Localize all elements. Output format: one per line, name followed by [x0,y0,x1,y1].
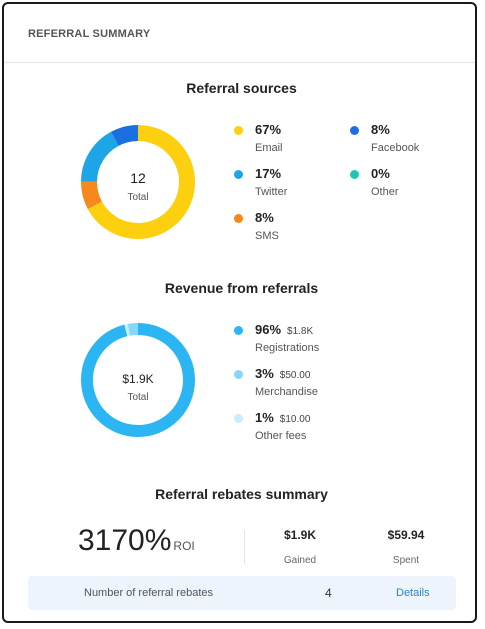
legend-pct-facebook: 8% [371,122,390,137]
stats-divider [244,530,245,564]
legend-label-registrations: Registrations [255,342,320,354]
revenue-center: $1.9K Total [80,372,196,403]
sources-slice-facebook [81,125,195,239]
spent-label: Spent [392,555,420,566]
card-title: REFERRAL SUMMARY [28,28,151,40]
sources-title: Referral sources [186,80,297,96]
legend-label-sms: SMS [255,230,279,242]
spent-stat: $59.94 Spent [366,528,446,566]
sources-slice-sms [81,125,195,239]
sources-total-value: 12 [130,170,146,186]
details-link[interactable]: Details [396,587,430,599]
legend-dot-facebook [350,126,359,135]
sources-donut: 12 Total [80,124,196,240]
legend-label-other: Other [371,186,399,198]
legend-label-twitter: Twitter [255,186,288,198]
revenue-donut-chart [81,323,195,437]
rebates-count: 4 [325,586,332,600]
legend-label-email: Email [255,142,283,154]
roi-number: 3170% [78,524,172,557]
revenue-title: Revenue from referrals [164,280,319,296]
revenue-donut: $1.9K Total [80,322,196,438]
roi-value: 3170% ROI [78,524,195,558]
legend-label-merchandise: Merchandise [255,386,318,398]
legend-percent-other-fees: 1% [255,410,274,425]
legend-percent-registrations: 96% [255,322,282,337]
legend-pct-sms: 8% [255,210,274,225]
legend-dot-other-fees [234,414,243,423]
gained-label: Gained [283,555,317,566]
rebates-footer: Number of referral rebates 4 Details [28,576,456,610]
gained-stat: $1.9K Gained [260,528,340,566]
legend-amount-other-fees: $10.00 [279,414,311,425]
roi-suffix: ROI [173,539,195,553]
legend-pct-registrations: 96% $1.8K [255,322,313,337]
legend-dot-email [234,126,243,135]
legend-pct-email: 67% [255,122,282,137]
revenue-total-label: Total [127,392,149,403]
legend-dot-twitter [234,170,243,179]
rebates-title: Referral rebates summary [155,486,328,502]
revenue-slice-merchandise [81,323,195,437]
legend-label-other-fees: Other fees [255,430,307,442]
legend-dot-other [350,170,359,179]
sources-total-label: Total [127,192,149,203]
legend-dot-registrations [234,326,243,335]
legend-dot-sms [234,214,243,223]
legend-dot-merchandise [234,370,243,379]
legend-label-facebook: Facebook [371,142,420,154]
legend-pct-merchandise: 3% $50.00 [255,366,310,381]
rebates-count-label: Number of referral rebates [84,587,213,599]
legend-pct-other-fees: 1% $10.00 [255,410,310,425]
sources-center: 12 Total [80,170,196,203]
legend-pct-other: 0% [371,166,390,181]
spent-value: $59.94 [387,528,425,542]
legend-amount-registrations: $1.8K [287,326,314,337]
legend-amount-merchandise: $50.00 [279,370,311,381]
legend-pct-twitter: 17% [255,166,282,181]
sources-donut-chart [81,125,195,239]
revenue-total-value: $1.9K [122,372,154,386]
gained-value: $1.9K [283,528,317,542]
referral-summary-card: REFERRAL SUMMARY Referral sources 12 Tot… [2,2,477,623]
card-header: REFERRAL SUMMARY [4,4,475,63]
legend-percent-merchandise: 3% [255,366,274,381]
